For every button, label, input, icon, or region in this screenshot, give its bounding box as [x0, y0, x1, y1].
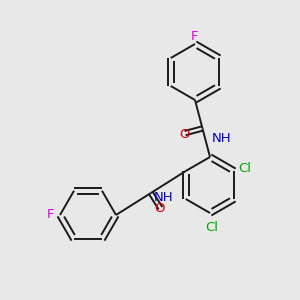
- Text: O: O: [154, 202, 165, 215]
- Text: NH: NH: [153, 191, 173, 204]
- Text: F: F: [46, 208, 54, 221]
- Text: O: O: [179, 128, 189, 141]
- Text: Cl: Cl: [238, 161, 251, 175]
- Text: F: F: [191, 31, 199, 44]
- Text: Cl: Cl: [206, 221, 218, 234]
- Text: NH: NH: [212, 131, 231, 145]
